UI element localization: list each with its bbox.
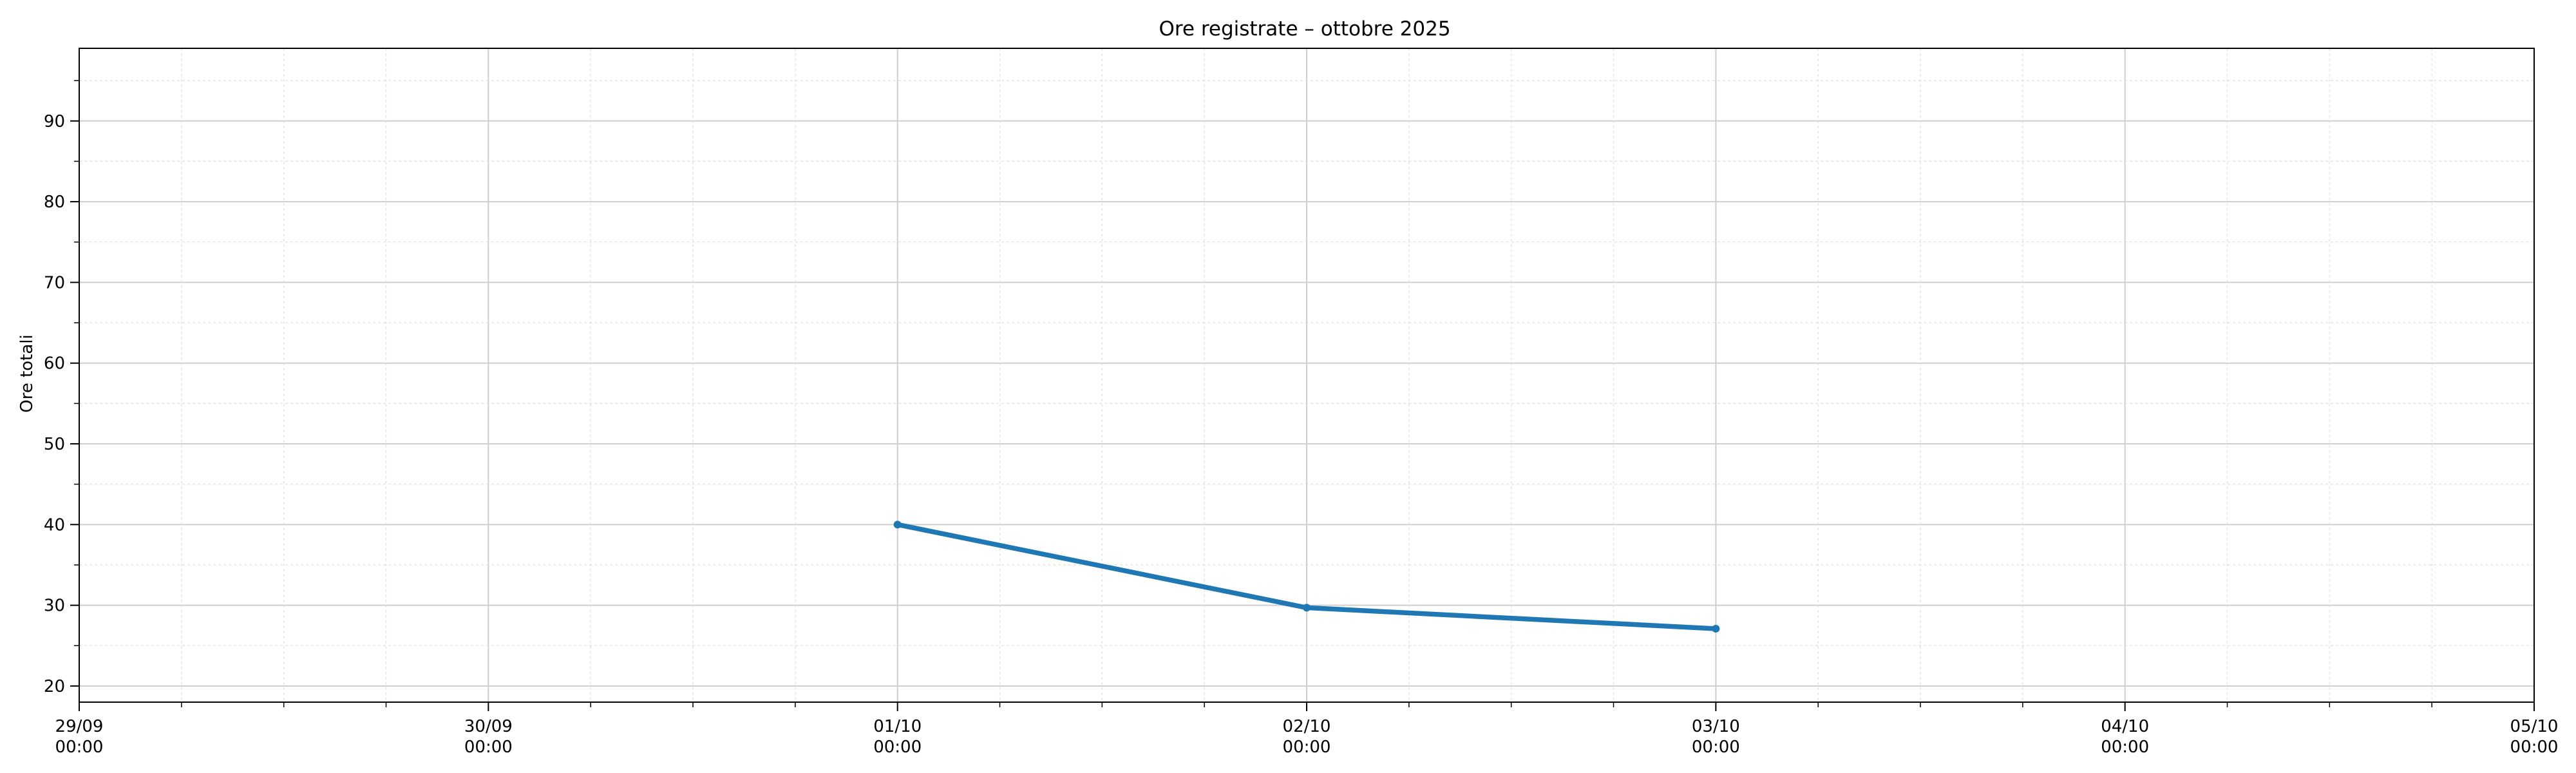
chart-title: Ore registrate – ottobre 2025 bbox=[1159, 17, 1450, 41]
y-tick-label: 20 bbox=[44, 677, 65, 696]
x-tick-label-time: 00:00 bbox=[464, 738, 513, 757]
data-point bbox=[1303, 604, 1311, 612]
y-tick-label: 80 bbox=[44, 193, 65, 212]
x-tick-label-date: 01/10 bbox=[873, 717, 922, 736]
data-point bbox=[1712, 624, 1720, 633]
x-tick-label-time: 00:00 bbox=[873, 738, 922, 757]
y-tick-label: 50 bbox=[44, 435, 65, 454]
x-tick-label-time: 00:00 bbox=[2510, 738, 2559, 757]
major-grid bbox=[79, 48, 2535, 702]
y-axis-ticks: 20 30 40 50 60 70 80 90 bbox=[44, 80, 79, 696]
x-tick-label-date: 02/10 bbox=[1283, 717, 1331, 736]
data-point bbox=[893, 520, 902, 529]
x-tick-label-time: 00:00 bbox=[2101, 738, 2149, 757]
x-tick-label-date: 30/09 bbox=[464, 717, 513, 736]
x-axis-ticks: 29/09 00:00 30/09 00:00 01/10 00:00 02/10 00:00… bbox=[55, 702, 2559, 757]
x-tick-label-date: 04/10 bbox=[2101, 717, 2149, 736]
x-tick-label-date: 29/09 bbox=[55, 717, 104, 736]
y-axis-label: Ore totali bbox=[17, 334, 37, 413]
x-tick-label-time: 00:00 bbox=[1692, 738, 1740, 757]
series-layer bbox=[893, 520, 1720, 633]
y-tick-label: 30 bbox=[44, 596, 65, 616]
x-tick-label-date: 05/10 bbox=[2510, 717, 2559, 736]
y-tick-label: 90 bbox=[44, 112, 65, 131]
x-tick-label-time: 00:00 bbox=[1283, 738, 1331, 757]
y-tick-label: 60 bbox=[44, 354, 65, 374]
x-tick-label-date: 03/10 bbox=[1692, 717, 1740, 736]
x-tick-label-time: 00:00 bbox=[55, 738, 104, 757]
y-tick-label: 40 bbox=[44, 515, 65, 535]
y-tick-label: 70 bbox=[44, 273, 65, 292]
